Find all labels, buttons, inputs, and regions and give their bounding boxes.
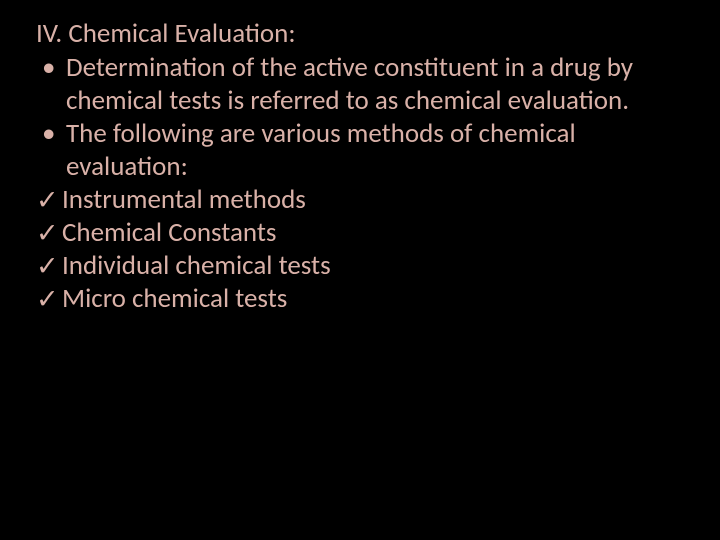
check-icon: ✓: [36, 184, 62, 217]
bullet-marker: •: [36, 52, 66, 85]
check-icon: ✓: [36, 250, 62, 283]
bullet-text: Determination of the active constituent …: [66, 52, 680, 118]
bullet-marker: •: [36, 118, 66, 151]
check-text: Micro chemical tests: [62, 283, 680, 316]
check-text: Chemical Constants: [62, 217, 680, 250]
bullet-item: • Determination of the active constituen…: [36, 52, 680, 118]
check-item: ✓ Chemical Constants: [36, 217, 680, 250]
bullet-text: The following are various methods of che…: [66, 118, 680, 184]
check-item: ✓ Micro chemical tests: [36, 283, 680, 316]
bullet-item: • The following are various methods of c…: [36, 118, 680, 184]
check-text: Instrumental methods: [62, 184, 680, 217]
check-icon: ✓: [36, 283, 62, 316]
check-item: ✓ Instrumental methods: [36, 184, 680, 217]
check-item: ✓ Individual chemical tests: [36, 250, 680, 283]
check-text: Individual chemical tests: [62, 250, 680, 283]
check-icon: ✓: [36, 217, 62, 250]
slide-heading: IV. Chemical Evaluation:: [36, 18, 680, 50]
slide: IV. Chemical Evaluation: • Determination…: [0, 0, 720, 540]
